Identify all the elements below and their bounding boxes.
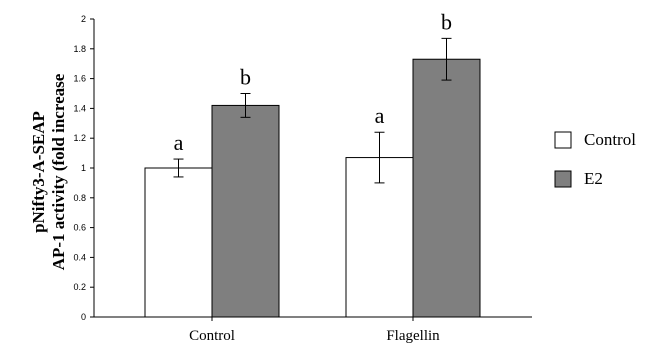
legend-swatch-e2 [554,170,572,188]
significance-label: b [441,9,452,34]
y-tick-label: 0.2 [73,282,86,292]
significance-label: b [240,65,251,90]
legend-label-control: Control [584,130,636,149]
y-tick-label: 0.4 [73,252,86,262]
y-tick-label: 2 [81,14,86,24]
plot-area: 0 0.2 0.4 0.6 0.8 1 1.2 1.4 1.6 1.8 2 Control a b Flag… [73,9,532,344]
significance-label: a [174,130,184,155]
bar-e2-flagellin [412,58,481,318]
y-tick-label: 1.4 [73,103,86,113]
x-category-label: Control [189,328,235,344]
y-axis-title-line-2: AP-1 activity (fold increase [49,73,68,270]
y-axis-title: pNifty3-A-SEAP AP-1 activity (fold incre… [29,73,68,270]
x-category-label: Flagellin [386,328,440,344]
y-tick-label: 1.8 [73,44,86,54]
y-tick-label: 1 [81,163,86,173]
significance-label: a [375,103,385,128]
y-tick-label: 0.8 [73,193,86,203]
y-tick-label: 1.6 [73,74,86,84]
legend-swatch-control [554,131,572,149]
y-tick-label: 1.2 [73,133,86,143]
y-tick-label: 0 [81,312,86,322]
y-axis-title-line-1: pNifty3-A-SEAP [29,111,48,233]
legend-label-e2: E2 [584,169,603,188]
y-tick-label: 0.6 [73,223,86,233]
bar-control-control [144,167,213,318]
bar-e2-control [211,104,280,318]
legend: Control E2 [554,130,636,188]
